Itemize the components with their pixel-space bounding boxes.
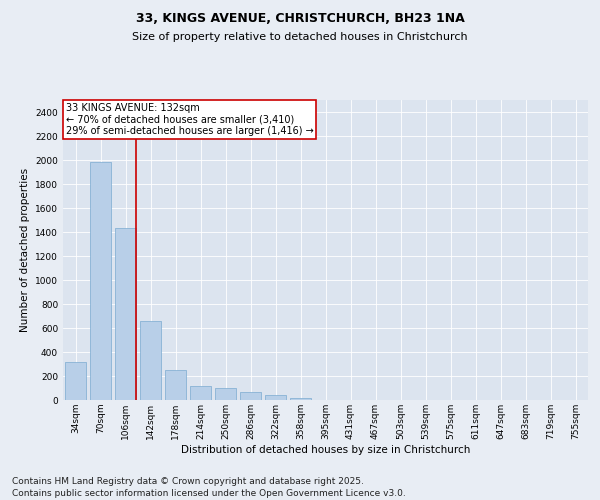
Bar: [165, 370, 186, 400]
Bar: [240, 392, 261, 400]
Bar: [115, 228, 136, 400]
Bar: [290, 398, 311, 400]
X-axis label: Distribution of detached houses by size in Christchurch: Distribution of detached houses by size …: [181, 444, 470, 454]
Bar: [190, 386, 211, 400]
Text: Size of property relative to detached houses in Christchurch: Size of property relative to detached ho…: [132, 32, 468, 42]
Text: 33 KINGS AVENUE: 132sqm
← 70% of detached houses are smaller (3,410)
29% of semi: 33 KINGS AVENUE: 132sqm ← 70% of detache…: [65, 103, 313, 136]
Bar: [215, 388, 236, 400]
Text: 33, KINGS AVENUE, CHRISTCHURCH, BH23 1NA: 33, KINGS AVENUE, CHRISTCHURCH, BH23 1NA: [136, 12, 464, 26]
Bar: [140, 321, 161, 400]
Bar: [65, 362, 86, 400]
Y-axis label: Number of detached properties: Number of detached properties: [20, 168, 29, 332]
Bar: [90, 162, 111, 400]
Bar: [265, 395, 286, 400]
Text: Contains HM Land Registry data © Crown copyright and database right 2025.
Contai: Contains HM Land Registry data © Crown c…: [12, 476, 406, 498]
